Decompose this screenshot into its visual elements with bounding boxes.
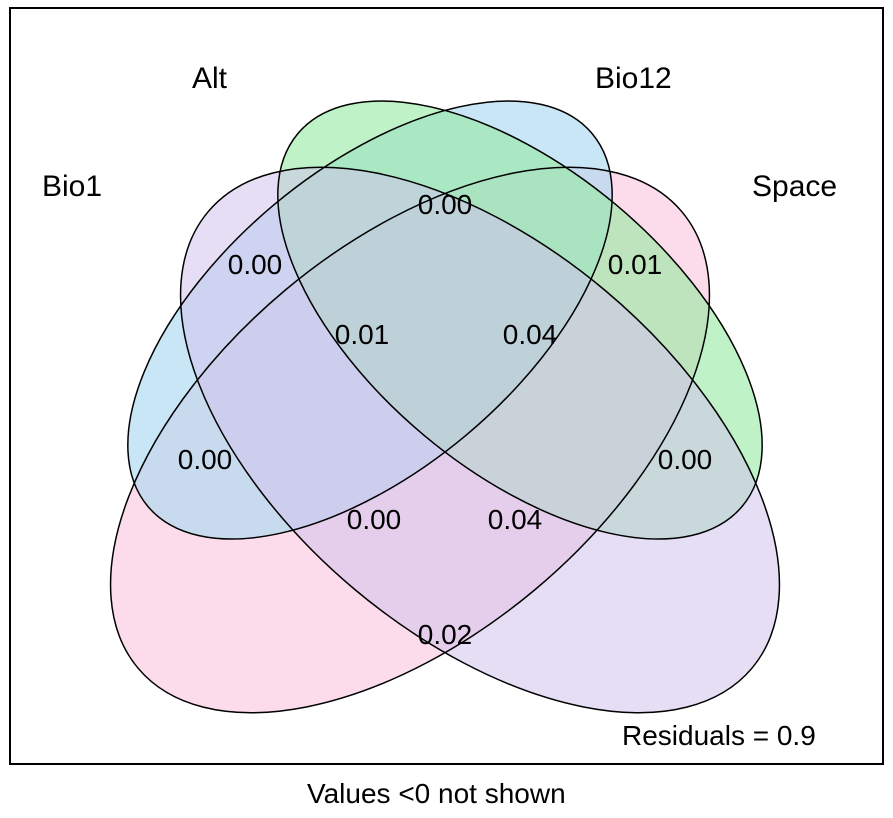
- region-value-acd: 0.00: [658, 444, 713, 476]
- region-value-abc: 0.01: [335, 319, 390, 351]
- region-value-bc: 0.00: [418, 189, 473, 221]
- region-value-ab: 0.00: [228, 249, 283, 281]
- set-label-bio12: Bio12: [595, 62, 672, 96]
- venn-diagram-container: Bio1 Alt Bio12 Space 0.00 0.00 0.01 0.01…: [0, 0, 893, 818]
- set-label-alt: Alt: [192, 62, 227, 96]
- venn-svg: [0, 0, 893, 818]
- region-value-bcd: 0.04: [503, 319, 558, 351]
- region-value-abcd-right: 0.04: [488, 504, 543, 536]
- set-label-bio1: Bio1: [42, 170, 102, 204]
- region-value-abd: 0.00: [178, 444, 233, 476]
- residuals-text: Residuals = 0.9: [622, 720, 816, 752]
- region-value-abcd-left: 0.00: [347, 504, 402, 536]
- set-label-space: Space: [752, 170, 837, 204]
- region-value-cd: 0.01: [608, 249, 663, 281]
- caption-text: Values <0 not shown: [307, 778, 566, 810]
- region-value-ad: 0.02: [418, 619, 473, 651]
